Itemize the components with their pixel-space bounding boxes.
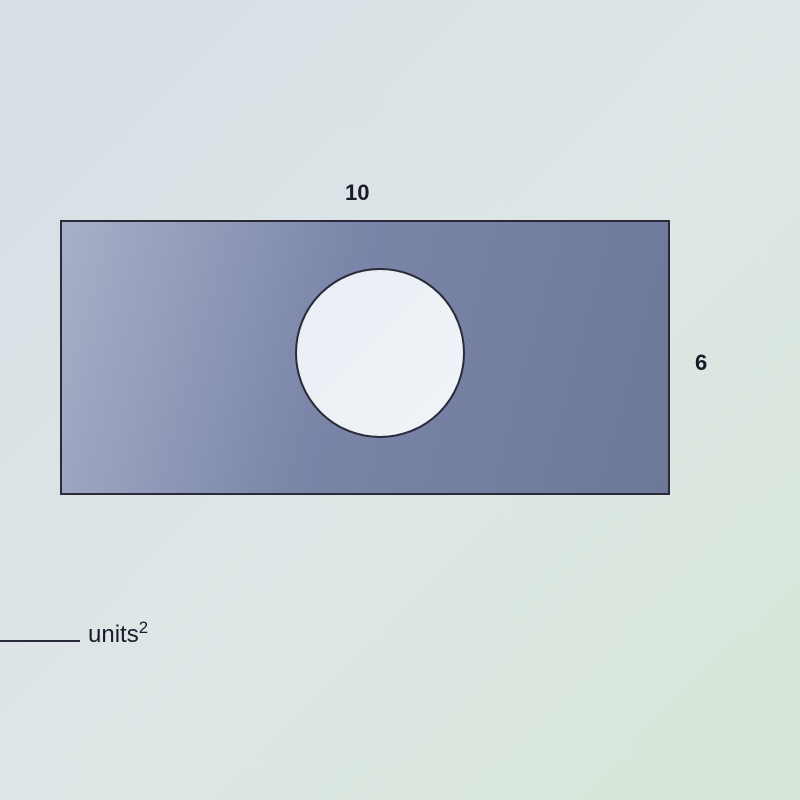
units-exponent: 2: [139, 618, 148, 637]
rectangle-width-label: 10: [345, 180, 369, 206]
rectangle-height-label: 6: [695, 350, 707, 376]
units-label: units2: [88, 618, 148, 649]
answer-blank-line: [0, 640, 80, 642]
geometry-diagram: [60, 220, 680, 510]
circle-cutout: [295, 268, 465, 438]
units-text: units: [88, 621, 139, 648]
